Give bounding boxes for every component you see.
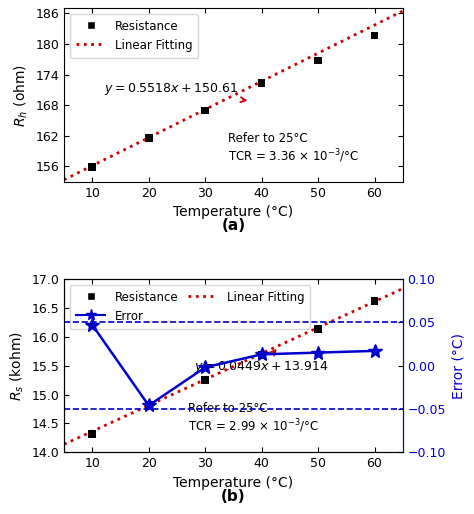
Point — [314, 325, 322, 333]
X-axis label: Temperature (°C): Temperature (°C) — [173, 476, 293, 490]
Text: $y = 0.5518x + 150.61$: $y = 0.5518x + 150.61$ — [103, 81, 246, 102]
Y-axis label: $R_h$ (ohm): $R_h$ (ohm) — [12, 64, 30, 126]
X-axis label: Temperature (°C): Temperature (°C) — [173, 205, 293, 219]
Text: (a): (a) — [221, 218, 246, 233]
Point — [371, 297, 378, 305]
Y-axis label: $R_s$ (kohm): $R_s$ (kohm) — [9, 331, 26, 400]
Point — [314, 56, 322, 64]
Text: Refer to 25°C
TCR = 3.36 × 10$^{-3}$/°C: Refer to 25°C TCR = 3.36 × 10$^{-3}$/°C — [228, 132, 359, 165]
Text: (b): (b) — [221, 489, 246, 504]
Text: $y = 0.0449x + 13.914$: $y = 0.0449x + 13.914$ — [194, 350, 328, 375]
Point — [145, 400, 153, 409]
Legend: Resistance, Linear Fitting: Resistance, Linear Fitting — [70, 14, 198, 58]
Point — [89, 163, 96, 171]
Point — [201, 376, 209, 384]
Point — [258, 351, 265, 359]
Point — [145, 134, 153, 142]
Point — [201, 106, 209, 115]
Point — [258, 79, 265, 87]
Legend: Resistance, Error, Linear Fitting: Resistance, Error, Linear Fitting — [70, 285, 310, 328]
Text: Refer to 25°C
TCR = 2.99 × 10$^{-3}$/°C: Refer to 25°C TCR = 2.99 × 10$^{-3}$/°C — [188, 402, 319, 435]
Point — [89, 430, 96, 438]
Y-axis label: Error (°C): Error (°C) — [452, 333, 465, 399]
Point — [371, 31, 378, 40]
